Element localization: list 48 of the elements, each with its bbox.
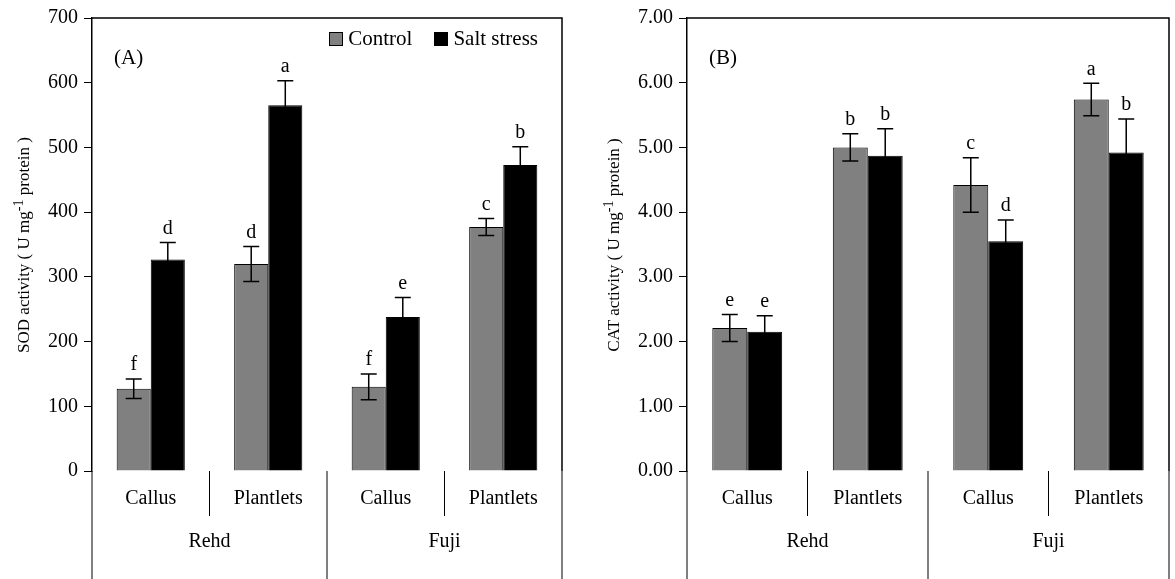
y-tick-label: 500	[48, 134, 78, 157]
legend-label: Control	[348, 26, 413, 51]
x-tick-label: Plantlets	[468, 486, 538, 509]
y-tick-label: 600	[48, 69, 78, 92]
data-label: b	[845, 107, 856, 130]
legend-label: Salt stress	[453, 26, 538, 51]
y-tick-label: 400	[48, 199, 78, 222]
data-label: c	[481, 191, 491, 214]
data-label: a	[1086, 56, 1096, 79]
x-tick-label: Callus	[721, 486, 774, 509]
x-tick-label: Plantlets	[1074, 486, 1144, 509]
text: Rehd	[786, 529, 829, 552]
y-tick-label: 6.00	[638, 69, 673, 92]
x-tick-label: Callus	[125, 486, 177, 509]
data-label: b	[515, 120, 526, 143]
data-label: c	[966, 131, 976, 154]
y-tick-label: 4.00	[638, 199, 673, 222]
data-label: f	[365, 347, 373, 370]
y-tick-label: 5.00	[638, 134, 673, 157]
x-tick-label: Callus	[360, 486, 412, 509]
y-tick-label: 700	[48, 5, 78, 28]
x-tick-label: Callus	[962, 486, 1015, 509]
data-label: e	[760, 288, 770, 311]
data-label: d	[246, 219, 257, 242]
annotation: (B)	[709, 44, 737, 69]
x-tick-label: Plantlets	[233, 486, 303, 509]
data-label: f	[130, 352, 138, 375]
y-tick-label: 0.00	[638, 458, 673, 481]
data-label: d	[162, 215, 173, 238]
y-tick-label: 100	[48, 393, 78, 416]
y-tick-label: 1.00	[638, 393, 673, 416]
data-label: d	[1000, 193, 1011, 216]
data-label: a	[280, 54, 290, 77]
x-tick-label: Plantlets	[833, 486, 903, 509]
y-tick-label: 300	[48, 264, 78, 287]
text: Fuji	[428, 529, 462, 553]
y-tick-label: 200	[48, 328, 78, 351]
data-label: e	[398, 270, 408, 293]
y-tick-label: 0	[68, 458, 78, 481]
y-tick-label: 7.00	[638, 5, 673, 28]
text: Fuji	[1032, 529, 1066, 553]
annotation: (A)	[114, 44, 144, 69]
data-label: e	[725, 287, 735, 310]
data-label: b	[880, 101, 891, 124]
y-tick-label: 3.00	[638, 264, 673, 287]
data-label: b	[1121, 92, 1132, 115]
y-tick-label: 2.00	[638, 328, 673, 351]
text: Rehd	[188, 529, 231, 552]
